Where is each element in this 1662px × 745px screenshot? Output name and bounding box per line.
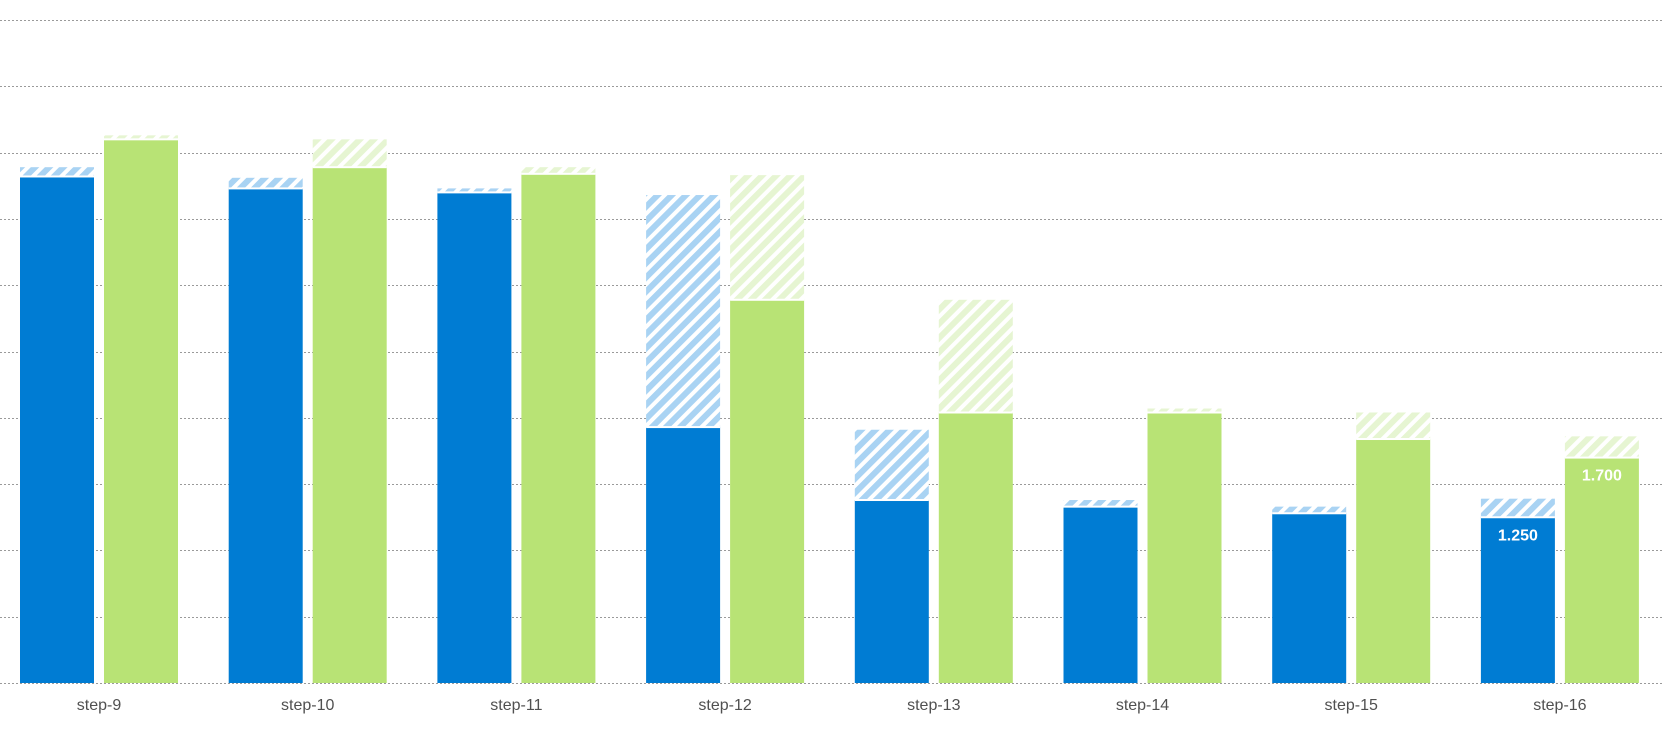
bar-hatched-step-14-series-1 [1147,408,1222,413]
bar-separator [1147,411,1222,414]
bar-separator [1063,505,1138,508]
bar-separator [228,187,303,190]
x-tick-label: step-11 [490,697,542,714]
bar-step-15-series-0 [1272,513,1347,683]
bar-step-9-series-0 [20,176,94,683]
bar-hatched-step-14-series-0 [1063,500,1138,507]
bar-step-11-series-0 [437,192,512,683]
bar-separator [730,298,805,301]
x-tick-label: step-16 [1533,697,1586,714]
bar-step-12-series-0 [646,427,721,683]
data-label: 1.700 [1582,468,1622,485]
bar-separator [938,411,1013,414]
bar-hatched-step-12-series-1 [730,175,805,300]
bar-hatched-step-10-series-1 [312,139,387,168]
bar-hatched-step-13-series-1 [938,299,1013,413]
bars [20,135,1639,684]
bar-hatched-step-11-series-0 [437,188,512,193]
bar-step-9-series-1 [104,139,178,684]
x-axis-ticks: step-9 step-10 step-11 step-12 step-13 step-1… [77,697,1587,714]
bar-separator [521,172,596,175]
bar-step-14-series-0 [1063,506,1138,683]
bar-hatched-step-15-series-0 [1272,506,1347,514]
bar-step-11-series-1 [521,173,596,684]
bar-step-13-series-0 [854,500,929,683]
bar-hatched-step-15-series-1 [1356,412,1431,440]
bar-separator [1272,512,1347,515]
bar-separator [854,499,929,502]
bar-step-10-series-1 [312,167,387,683]
bar-hatched-step-10-series-0 [228,177,303,189]
x-tick-label: step-15 [1325,697,1378,714]
bar-hatched-step-9-series-0 [20,167,94,177]
data-label: 1.250 [1498,527,1538,544]
bar-step-14-series-1 [1147,412,1222,683]
x-tick-label: step-12 [698,697,751,714]
bar-hatched-step-13-series-0 [854,429,929,501]
bar-separator [1356,438,1431,441]
bar-step-13-series-1 [938,412,1013,683]
bar-hatched-step-9-series-1 [104,135,178,140]
bar-separator [104,138,178,141]
bar-step-10-series-0 [228,188,303,684]
bar-hatched-step-11-series-1 [521,167,596,174]
bar-hatched-step-16-series-0 [1480,498,1555,518]
x-tick-label: step-13 [907,697,960,714]
bar-hatched-step-16-series-1 [1564,436,1639,458]
bar-step-15-series-1 [1356,439,1431,683]
bar-separator [312,166,387,169]
bar-separator [1564,456,1639,459]
data-labels: 1.250 1.700 [1498,468,1622,545]
bar-step-12-series-1 [730,299,805,683]
bar-separator [646,426,721,429]
x-tick-label: step-9 [77,697,122,714]
bar-step-16-series-1 [1564,457,1639,683]
bar-separator [1480,516,1555,519]
bar-separator [20,175,94,178]
bar-hatched-step-12-series-0 [646,195,721,428]
bar-separator [437,191,512,194]
bar-step-16-series-0 [1480,517,1555,683]
x-tick-label: step-10 [281,697,334,714]
x-tick-label: step-14 [1116,697,1169,714]
